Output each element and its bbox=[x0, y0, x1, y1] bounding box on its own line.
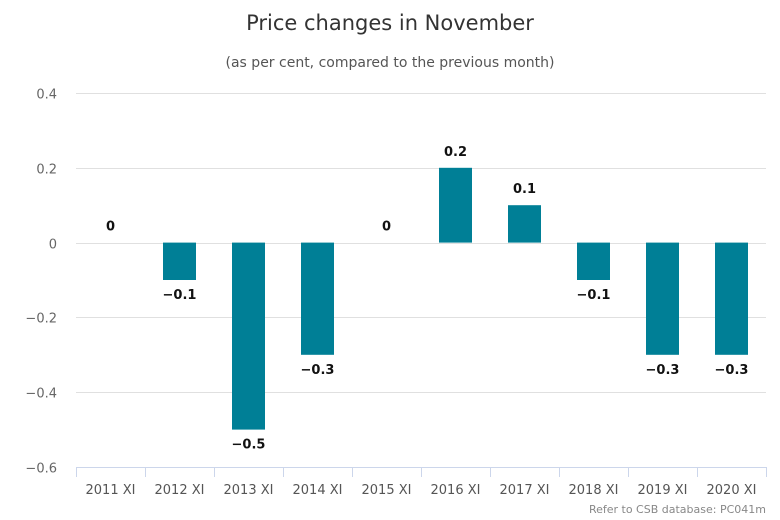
y-tick-label: −0.2 bbox=[25, 312, 57, 327]
x-tick-label: 2013 XI bbox=[224, 483, 274, 498]
x-tick-label: 2014 XI bbox=[293, 483, 343, 498]
y-tick-label: 0 bbox=[49, 238, 57, 253]
chart-subtitle: (as per cent, compared to the previous m… bbox=[226, 55, 555, 71]
x-tick-label: 2011 XI bbox=[86, 483, 136, 498]
x-axis: 2011 XI 2012 XI 2013 XI 2014 XI 2015 XI 2016 … bbox=[76, 467, 767, 498]
bars bbox=[163, 167, 748, 430]
y-axis-ticks: 0.4 0.2 0 −0.2 −0.4 −0.6 bbox=[25, 88, 57, 477]
y-tick-label: −0.4 bbox=[25, 387, 57, 402]
data-label: 0 bbox=[382, 220, 391, 235]
x-tick-label: 2017 XI bbox=[500, 483, 550, 498]
x-tick-label: 2012 XI bbox=[155, 483, 205, 498]
data-label: 0.1 bbox=[513, 182, 536, 197]
bar[interactable] bbox=[715, 242, 748, 355]
data-label: −0.3 bbox=[301, 363, 335, 378]
x-tick-label: 2018 XI bbox=[569, 483, 619, 498]
data-label: 0 bbox=[106, 220, 115, 235]
bar[interactable] bbox=[646, 242, 679, 355]
bar[interactable] bbox=[163, 242, 196, 280]
y-tick-label: 0.4 bbox=[36, 88, 57, 103]
bar[interactable] bbox=[301, 242, 334, 355]
bar[interactable] bbox=[577, 242, 610, 280]
data-label: −0.5 bbox=[232, 438, 266, 453]
y-tick-label: −0.6 bbox=[25, 462, 57, 477]
chart-title: Price changes in November bbox=[246, 11, 534, 35]
data-label: 0.2 bbox=[444, 145, 467, 160]
x-tick-label: 2016 XI bbox=[431, 483, 481, 498]
bar[interactable] bbox=[232, 242, 265, 430]
data-label: −0.1 bbox=[577, 288, 611, 303]
x-tick-label: 2019 XI bbox=[638, 483, 688, 498]
data-labels: 0 −0.1 −0.5 −0.3 0 0.2 0.1 −0.1 −0.3 −0.3 bbox=[106, 145, 748, 453]
bar[interactable] bbox=[508, 205, 541, 243]
data-label: −0.3 bbox=[715, 363, 749, 378]
credit-text[interactable]: Refer to CSB database: PC041m bbox=[589, 503, 766, 516]
y-tick-label: 0.2 bbox=[36, 163, 57, 178]
data-label: −0.3 bbox=[646, 363, 680, 378]
bar[interactable] bbox=[439, 167, 472, 243]
data-label: −0.1 bbox=[163, 288, 197, 303]
x-tick-label: 2015 XI bbox=[362, 483, 412, 498]
x-tick-label: 2020 XI bbox=[707, 483, 757, 498]
